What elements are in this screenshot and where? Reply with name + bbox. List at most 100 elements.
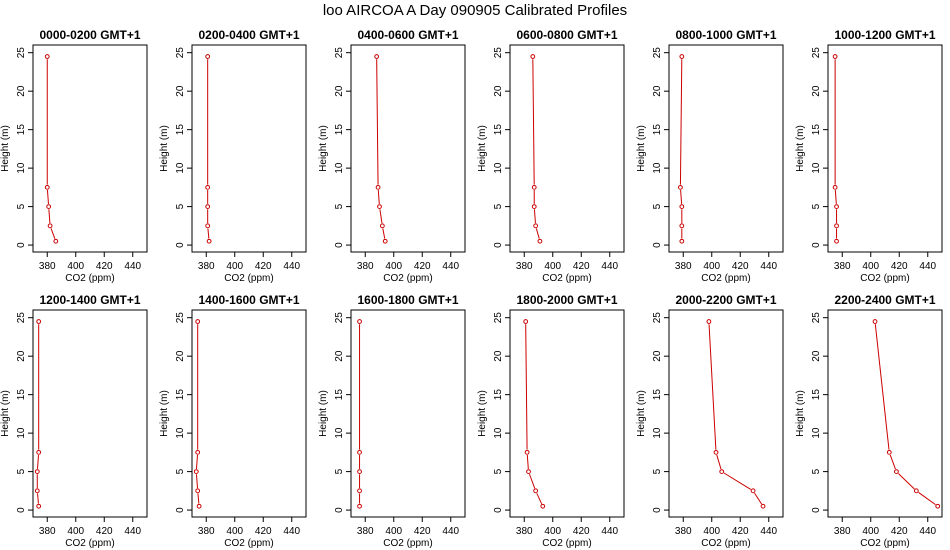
y-tick-label: 25 [175, 312, 186, 324]
panel-title: 1800-2000 GMT+1 [516, 293, 617, 307]
data-point [205, 223, 211, 229]
y-axis-label: Height (m) [477, 125, 488, 172]
profile-panel: 0400-0600 GMT+1 0 5 10 15 20 25 Height (m) 380 40… [318, 28, 466, 284]
profile-line-segment [680, 190, 683, 204]
x-tick-label: 440 [442, 526, 459, 537]
data-point [379, 223, 385, 229]
data-point [750, 488, 756, 494]
profile-line-segment [377, 190, 380, 204]
y-tick-label: 5 [493, 203, 504, 209]
x-tick-label: 380 [357, 526, 374, 537]
plot-frame [350, 44, 466, 253]
panel-title: 0800-1000 GMT+1 [675, 28, 776, 42]
x-tick-label: 440 [442, 261, 459, 272]
y-tick-label: 15 [493, 124, 504, 136]
data-point [357, 319, 362, 324]
y-tick-label: 15 [175, 389, 186, 401]
data-point [524, 449, 530, 455]
y-tick-label: 10 [652, 427, 663, 439]
data-point [375, 184, 381, 190]
y-axis-label: Height (m) [0, 390, 11, 437]
data-point [679, 204, 685, 209]
plot-frame [32, 309, 148, 518]
y-tick-label: 25 [493, 47, 504, 59]
plot-frame [668, 309, 784, 518]
profile-line-segment [382, 228, 386, 239]
x-tick-label: 400 [226, 526, 243, 537]
data-point [46, 204, 52, 209]
x-tick-label: 380 [516, 526, 533, 537]
x-tick-label: 400 [544, 261, 561, 272]
profile-line-segment [532, 59, 535, 185]
panel-title: 0200-0400 GMT+1 [198, 28, 299, 42]
profile-panel: 1000-1200 GMT+1 0 5 10 15 20 25 Height (m) 380 40… [795, 28, 943, 284]
x-tick-label: 420 [414, 261, 431, 272]
data-point [205, 204, 211, 209]
profile-line-segment [679, 59, 683, 185]
y-axis-label: Height (m) [795, 125, 806, 172]
x-axis-label: CO2 (ppm) [383, 538, 432, 549]
y-tick-label: 10 [811, 427, 822, 439]
panel-title: 2200-2400 GMT+1 [834, 293, 935, 307]
data-point [872, 319, 878, 324]
y-tick-label: 15 [334, 389, 345, 401]
data-point [205, 54, 211, 59]
data-point [382, 238, 388, 244]
y-tick-label: 20 [811, 85, 822, 97]
data-point [36, 319, 42, 324]
profile-panel: 1200-1400 GMT+1 0 5 10 15 20 25 Height (m) 380 40… [0, 293, 148, 549]
y-tick-label: 20 [652, 350, 663, 362]
data-point [44, 54, 50, 59]
y-tick-label: 10 [811, 162, 822, 174]
x-tick-label: 400 [385, 526, 402, 537]
y-axis-label: Height (m) [318, 125, 329, 172]
y-tick-label: 0 [16, 242, 27, 248]
data-point [34, 488, 40, 494]
y-tick-label: 5 [175, 203, 186, 209]
profile-line-segment [897, 473, 915, 490]
x-tick-label: 420 [573, 526, 590, 537]
y-tick-label: 15 [334, 124, 345, 136]
x-tick-label: 440 [124, 526, 141, 537]
x-tick-label: 380 [39, 526, 56, 537]
plot-frame [32, 44, 148, 253]
x-tick-label: 440 [601, 261, 618, 272]
data-point [53, 238, 59, 244]
y-tick-label: 0 [811, 242, 822, 248]
data-point [540, 503, 546, 509]
data-point [377, 204, 382, 209]
y-tick-label: 0 [493, 242, 504, 248]
profile-line-segment [195, 455, 198, 469]
profile-line-segment [536, 493, 543, 504]
panel-title: 1000-1200 GMT+1 [834, 28, 935, 42]
panel-title: 1400-1600 GMT+1 [198, 293, 299, 307]
y-tick-label: 0 [334, 507, 345, 513]
data-point [196, 503, 202, 509]
y-tick-label: 20 [334, 350, 345, 362]
plot-frame [509, 44, 625, 253]
x-tick-label: 400 [703, 261, 720, 272]
x-tick-label: 420 [573, 261, 590, 272]
y-tick-label: 5 [652, 203, 663, 209]
y-axis-label: Height (m) [795, 390, 806, 437]
y-tick-label: 10 [16, 162, 27, 174]
y-tick-label: 5 [652, 468, 663, 474]
x-tick-label: 380 [675, 526, 692, 537]
y-tick-label: 0 [811, 507, 822, 513]
x-tick-label: 380 [198, 261, 215, 272]
y-tick-label: 10 [175, 427, 186, 439]
x-axis-label: CO2 (ppm) [383, 273, 432, 284]
x-axis-label: CO2 (ppm) [224, 273, 273, 284]
x-tick-label: 380 [516, 261, 533, 272]
y-tick-label: 10 [493, 162, 504, 174]
y-tick-label: 15 [811, 389, 822, 401]
data-point [36, 503, 42, 509]
data-point [206, 238, 212, 244]
y-tick-label: 25 [334, 312, 345, 324]
x-tick-label: 420 [732, 261, 749, 272]
data-point [706, 319, 712, 324]
y-tick-label: 0 [175, 507, 186, 513]
y-tick-label: 10 [652, 162, 663, 174]
profile-line-segment [376, 59, 379, 185]
y-tick-label: 5 [16, 468, 27, 474]
